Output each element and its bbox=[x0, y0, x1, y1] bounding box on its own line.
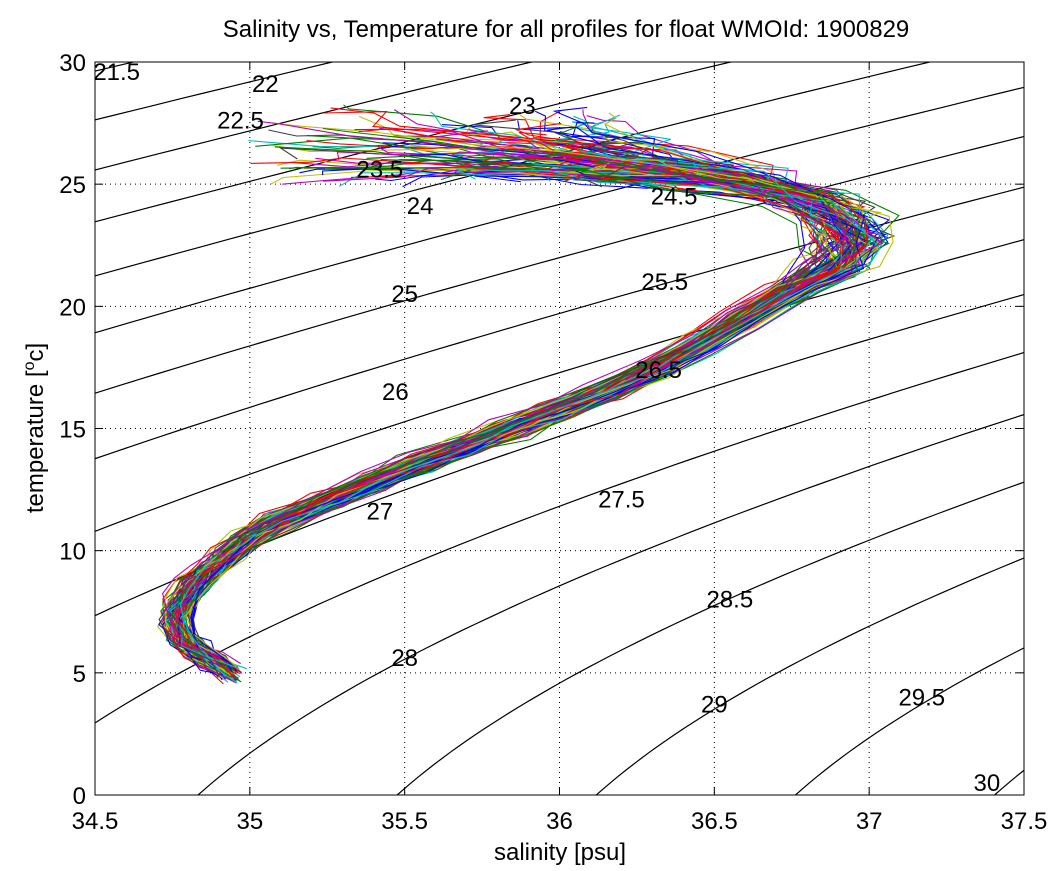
isopycnal-line bbox=[95, 62, 534, 171]
grid-lines bbox=[95, 62, 1024, 795]
profile-line bbox=[192, 120, 879, 671]
profile-line bbox=[175, 122, 868, 673]
isopycnal-label: 29.5 bbox=[898, 684, 945, 711]
isopycnal-line bbox=[794, 647, 1024, 795]
y-tick-label: 5 bbox=[73, 661, 86, 688]
y-tick-label: 0 bbox=[73, 783, 86, 810]
isopycnal-line bbox=[95, 135, 1024, 394]
isopycnal-label: 28.5 bbox=[706, 587, 753, 614]
x-tick-label: 35 bbox=[236, 808, 263, 835]
x-tick-label: 35.5 bbox=[381, 808, 428, 835]
isopycnal-line bbox=[95, 238, 1024, 533]
x-tick-label: 36 bbox=[546, 808, 573, 835]
isopycnal-labels: 21.5 22 22.5 23 23.524 24.5 25 25.5 26 26.5 27 27.5… bbox=[93, 59, 1000, 797]
isopycnal-label: 30 bbox=[973, 770, 1000, 797]
isopycnal-label: 21.5 bbox=[93, 59, 140, 86]
isopycnal-label: 24.5 bbox=[651, 183, 698, 210]
isopycnal-label: 24 bbox=[407, 193, 434, 220]
profile-line bbox=[181, 166, 861, 682]
isopycnal-label: 23 bbox=[509, 93, 536, 120]
isopycnal-line bbox=[95, 351, 1024, 724]
isopycnal-label: 25.5 bbox=[641, 269, 688, 296]
x-tick-label: 36.5 bbox=[691, 808, 738, 835]
profile-line bbox=[179, 150, 874, 670]
isopycnal-label: 22 bbox=[252, 71, 279, 98]
profile-line bbox=[161, 120, 848, 666]
isopycnal-line bbox=[396, 481, 1024, 795]
x-tick-label: 37.5 bbox=[1001, 808, 1048, 835]
isopycnal-label: 27 bbox=[367, 499, 394, 526]
isopycnal-line bbox=[95, 293, 1024, 617]
chart-title: Salinity vs, Temperature for all profile… bbox=[223, 16, 910, 43]
isopycnal-label: 26.5 bbox=[635, 357, 682, 384]
y-axis-label-main: temperature [ bbox=[22, 370, 49, 513]
isopycnal-label: 28 bbox=[391, 645, 418, 672]
x-tick-label: 37 bbox=[856, 808, 883, 835]
x-axis-ticks: 34.5 35 35.5 36 36.5 37 37.5 bbox=[72, 62, 1048, 835]
isopycnal-label: 25 bbox=[391, 281, 418, 308]
profile-line bbox=[171, 127, 853, 673]
y-tick-label: 15 bbox=[59, 417, 86, 444]
y-axis-label: temperature [oc] bbox=[21, 343, 49, 513]
x-axis-label: salinity [psu] bbox=[494, 839, 626, 866]
isopycnal-line bbox=[197, 413, 1024, 795]
y-axis-ticks: 0 5 10 15 20 25 30 bbox=[59, 50, 1024, 810]
y-tick-label: 30 bbox=[59, 50, 86, 77]
float-profiles bbox=[156, 104, 900, 685]
isopycnal-line bbox=[595, 557, 1024, 795]
isopycnal-line bbox=[95, 186, 1024, 460]
x-tick-label: 34.5 bbox=[72, 808, 119, 835]
y-tick-label: 25 bbox=[59, 172, 86, 199]
isopycnal-label: 22.5 bbox=[217, 108, 264, 135]
y-tick-label: 20 bbox=[59, 294, 86, 321]
y-axis-label-superscript: o bbox=[21, 361, 38, 370]
isopycnal-label: 26 bbox=[382, 379, 409, 406]
profile-line bbox=[173, 157, 862, 675]
isopycnal-label: 27.5 bbox=[598, 486, 645, 513]
isopycnal-label: 23.5 bbox=[357, 157, 404, 184]
profile-line bbox=[168, 130, 868, 684]
y-tick-label: 10 bbox=[59, 539, 86, 566]
profile-line bbox=[176, 151, 884, 671]
y-axis-label-end: c] bbox=[22, 343, 49, 362]
profile-line bbox=[190, 106, 866, 672]
isopycnal-label: 29 bbox=[701, 692, 728, 719]
